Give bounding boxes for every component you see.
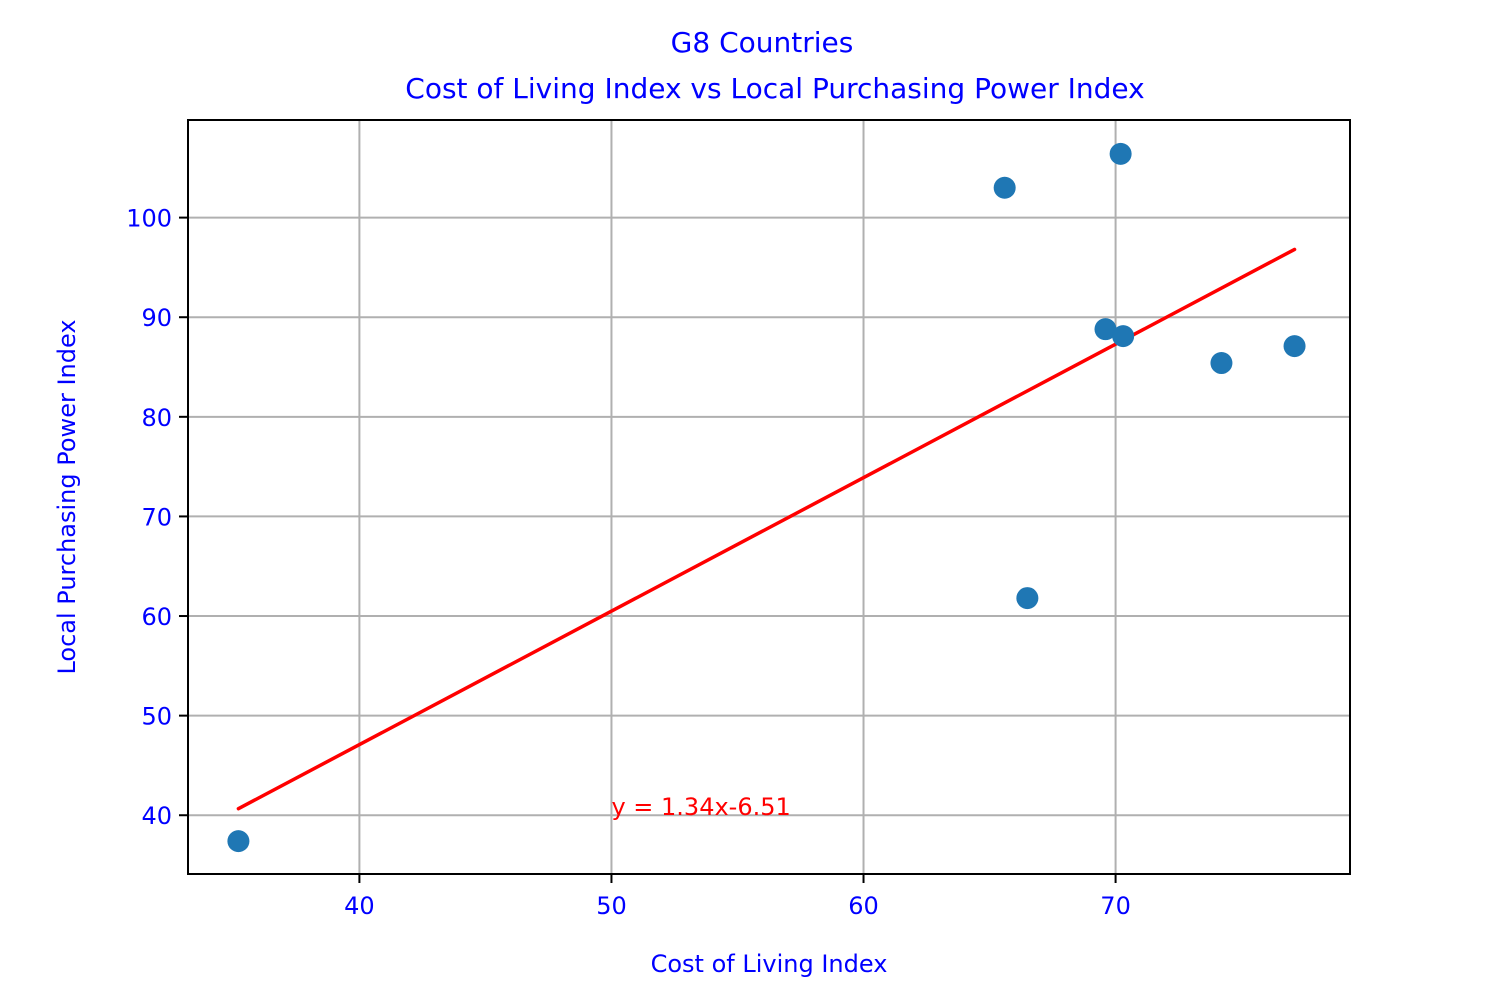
chart-title-line2: Cost of Living Index vs Local Purchasing… (405, 72, 1144, 105)
regression-equation: y = 1.34x-6.51 (611, 793, 790, 821)
x-tick-label: 70 (1100, 892, 1131, 920)
data-point (993, 176, 1016, 199)
plot-frame (187, 119, 1351, 875)
y-axis-ticks: 40 50 60 70 80 90 100 (126, 205, 188, 830)
y-axis-label: Local Purchasing Power Index (53, 319, 81, 674)
y-tick-label: 50 (141, 703, 172, 731)
chart-title-line1: G8 Countries (671, 26, 854, 59)
data-point (1210, 352, 1233, 375)
y-tick-label: 70 (141, 503, 172, 531)
x-axis-label: Cost of Living Index (651, 950, 888, 978)
data-point (1016, 587, 1039, 610)
y-tick-label: 40 (141, 802, 172, 830)
data-point (227, 830, 250, 853)
annotation-group: y = 1.34x-6.51 (611, 793, 790, 821)
y-tick-label: 80 (141, 404, 172, 432)
x-tick-label: 50 (596, 892, 627, 920)
x-axis-ticks: 40 50 60 70 (344, 874, 1131, 920)
data-point (1094, 318, 1117, 341)
y-tick-label: 90 (141, 304, 172, 332)
y-tick-label: 60 (141, 603, 172, 631)
data-point (1112, 325, 1135, 348)
y-tick-label: 100 (126, 205, 172, 233)
grid-lines (188, 120, 1350, 874)
data-point (1109, 142, 1132, 165)
data-point (1283, 335, 1306, 358)
data-points (227, 142, 1306, 853)
x-tick-label: 40 (344, 892, 375, 920)
x-tick-label: 60 (848, 892, 879, 920)
